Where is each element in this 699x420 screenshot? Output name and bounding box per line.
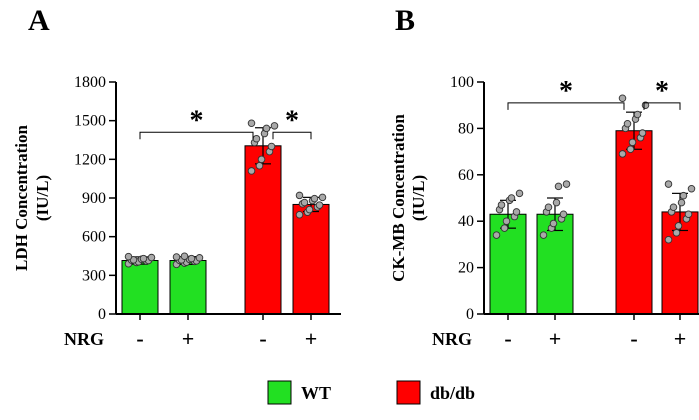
panel-b-data-point <box>623 120 632 128</box>
panel-b-data-point <box>638 129 647 137</box>
panel-a-data-point <box>187 254 196 263</box>
panel-a-data-point <box>252 134 261 143</box>
panel-b-data-point <box>618 94 627 102</box>
panel-b-y-tick-label: 0 <box>466 306 474 323</box>
panel-a-nrg-sign: + <box>182 326 195 351</box>
panel-b-letter: B <box>395 4 415 37</box>
panel-a-bar <box>292 203 330 315</box>
panel-a-data-point <box>195 254 204 262</box>
panel-a-data-point <box>124 252 133 261</box>
panel-a-data-point <box>262 124 271 133</box>
panel-b-data-point <box>552 198 561 207</box>
panel-a-nrg-label: NRG <box>64 329 104 349</box>
legend-swatch <box>267 380 292 405</box>
panel-b-data-point <box>679 191 688 200</box>
panel-a-data-point <box>247 167 256 175</box>
panel-b-nrg-sign: + <box>674 326 687 351</box>
panel-b-nrg-sign: - <box>630 326 637 351</box>
panel-a-significance-star: * <box>190 105 204 136</box>
panel-a-data-point <box>318 193 327 202</box>
panel-b-data-point <box>562 180 571 188</box>
panel-a-ylabel-line1: LDH Concentration <box>12 125 31 271</box>
panel-a-data-point <box>257 155 266 164</box>
panel-b-data-point <box>500 224 509 232</box>
panel-a-data-point <box>295 211 304 219</box>
panel-b-data-point <box>628 138 637 147</box>
panel-b-data-point <box>549 219 558 228</box>
panel-b-data-point <box>554 182 563 191</box>
panel-b-significance-star: * <box>559 76 573 107</box>
panel-b-data-point <box>687 184 696 193</box>
panel-a-data-point <box>315 201 324 209</box>
panel-b-ylabel-line1: CK-MB Concentration <box>389 114 408 282</box>
panel-b-nrg-sign: - <box>504 326 511 351</box>
panel-a-ylabel-line2: (IU/L) <box>33 175 52 221</box>
panel-a-data-point <box>300 198 309 207</box>
panel-b-significance-star: * <box>655 76 669 107</box>
panel-b-significance-bracket <box>643 102 681 110</box>
panel-a-y-tick-label: 600 <box>82 229 106 246</box>
panel-b-data-point <box>492 231 501 239</box>
panel-a-data-point <box>310 194 319 203</box>
panel-a-data-point <box>270 122 279 130</box>
panel-a-nrg-sign: + <box>305 326 318 351</box>
panel-b-data-point <box>633 110 642 119</box>
panel-b-y-tick-label: 40 <box>458 213 474 230</box>
panel-a-y-tick-label: 1500 <box>74 113 106 130</box>
panel-b-y-tick-label: 60 <box>458 167 474 184</box>
panel-a-data-point <box>305 205 314 214</box>
panel-b-y-tick-label: 100 <box>450 74 474 91</box>
panel-a-bar <box>169 260 207 315</box>
panel-b-data-point <box>515 189 524 198</box>
panel-b-data-point <box>544 203 553 212</box>
legend-swatch <box>396 380 421 405</box>
panel-b-data-point <box>512 208 521 216</box>
panel-a-y-tick-label: 900 <box>82 190 106 207</box>
panel-b-data-point <box>497 201 506 209</box>
panel-a-significance-bracket <box>139 131 254 140</box>
panel-b-y-tick-label: 80 <box>458 120 474 137</box>
panel-b-data-point <box>618 150 627 158</box>
panel-a-data-point <box>267 142 276 151</box>
panel-b-data-point <box>664 236 673 244</box>
panel-b-data-point <box>559 210 568 218</box>
panel-a-y-tick-label: 0 <box>98 306 106 323</box>
panel-b-significance-bracket <box>507 102 625 110</box>
panel-a-data-point <box>172 253 181 261</box>
panel-b-data-point <box>664 180 673 188</box>
panel-a-significance-bracket <box>272 131 312 140</box>
panel-a-data-point <box>180 252 189 261</box>
legend-label: db/db <box>430 383 475 403</box>
panel-a-y-tick-label: 300 <box>82 267 106 284</box>
panel-a-nrg-sign: - <box>259 326 266 351</box>
panel-b-bar <box>615 130 653 315</box>
panel-b-data-point <box>677 198 686 207</box>
panel-b-data-point <box>672 229 681 237</box>
panel-a-y-tick-label: 1200 <box>74 151 106 168</box>
panel-b-nrg-label: NRG <box>432 329 472 349</box>
panel-a-significance-star: * <box>285 105 299 136</box>
panel-a-nrg-sign: - <box>136 326 143 351</box>
panel-b-data-point <box>539 231 548 239</box>
panel-a-letter: A <box>28 4 50 37</box>
panel-b-nrg-sign: + <box>549 326 562 351</box>
panel-a-y-tick-label: 1800 <box>74 74 106 91</box>
panel-a-bar <box>121 260 159 315</box>
panel-a-data-point <box>139 254 148 263</box>
panel-a-data-point <box>295 191 304 200</box>
legend-label: WT <box>301 383 331 403</box>
panel-b-data-point <box>502 217 511 225</box>
panel-b-y-tick-label: 20 <box>458 260 474 277</box>
panel-b-data-point <box>674 222 683 230</box>
panel-b-data-point <box>684 210 693 218</box>
panel-a-data-point <box>147 253 156 262</box>
panel-b-ylabel-line2: (IU/L) <box>409 175 428 221</box>
panel-b-data-point <box>626 145 635 154</box>
panel-b-data-point <box>669 203 678 212</box>
panel-b-data-point <box>507 194 516 202</box>
panel-a-data-point <box>247 119 256 127</box>
panel-a-data-point <box>255 162 264 170</box>
